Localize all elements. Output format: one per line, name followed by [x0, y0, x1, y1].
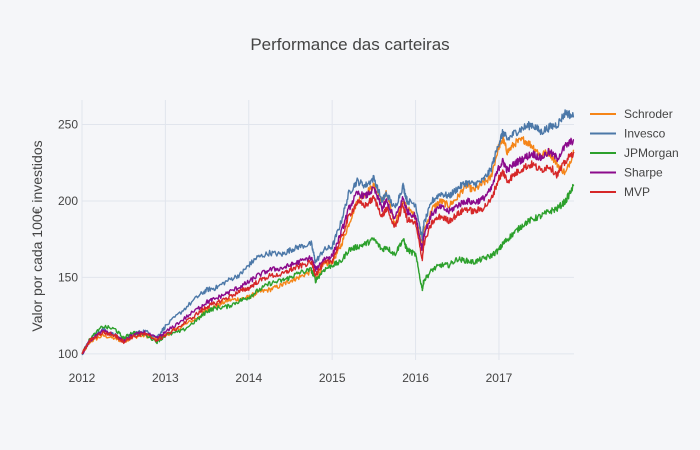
y-tick-label: 150	[58, 270, 78, 284]
y-tick-label: 250	[58, 117, 78, 131]
y-axis-title: Valor por cada 100€ investidos	[29, 140, 45, 331]
legend-item-invesco[interactable]: Invesco	[590, 127, 666, 141]
axis-ticks: 2012 2013 2014 2015 2016 2017 100 150 200 250	[58, 117, 513, 385]
x-tick-label: 2016	[402, 371, 429, 385]
x-tick-label: 2017	[486, 371, 513, 385]
y-tick-label: 100	[58, 347, 78, 361]
legend-item-jpmorgan[interactable]: JPMorgan	[590, 146, 679, 160]
x-tick-label: 2014	[235, 371, 262, 385]
y-tick-label: 200	[58, 194, 78, 208]
series-line-invesco[interactable]	[81, 109, 575, 356]
legend-label: Sharpe	[624, 166, 663, 180]
chart-title: Performance das carteiras	[250, 35, 449, 54]
series-line-sharpe[interactable]	[81, 137, 575, 355]
legend-item-mvp[interactable]: MVP	[590, 185, 650, 199]
series-line-jpmorgan[interactable]	[81, 183, 575, 355]
x-tick-label: 2013	[152, 371, 179, 385]
x-tick-label: 2015	[319, 371, 346, 385]
series-lines	[81, 109, 575, 356]
legend-label: MVP	[624, 185, 650, 199]
legend-label: JPMorgan	[624, 146, 679, 160]
legend-item-schroder[interactable]: Schroder	[590, 107, 673, 121]
x-tick-label: 2012	[69, 371, 96, 385]
legend-label: Schroder	[624, 107, 673, 121]
series-line-mvp[interactable]	[81, 151, 575, 355]
legend-label: Invesco	[624, 127, 666, 141]
legend[interactable]: Schroder Invesco JPMorgan Sharpe MVP	[590, 107, 679, 199]
legend-item-sharpe[interactable]: Sharpe	[590, 166, 663, 180]
